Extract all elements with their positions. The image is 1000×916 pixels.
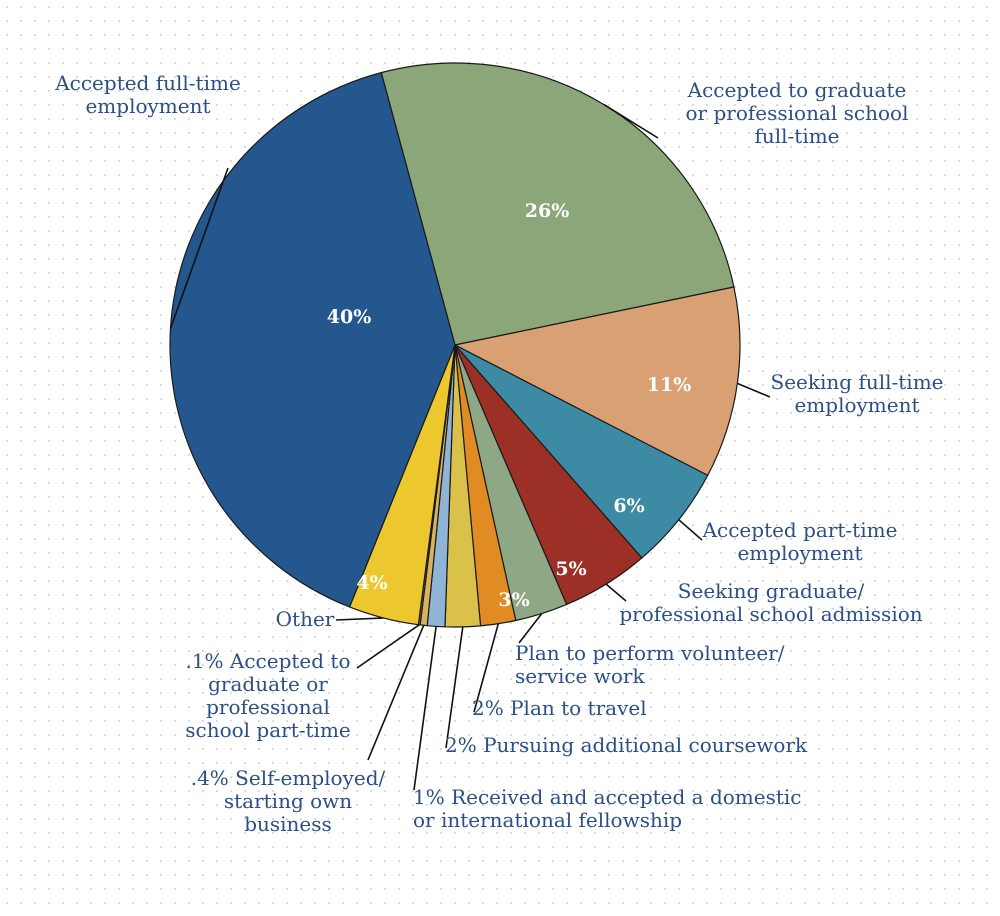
- slice-category-label: Accepted part-time employment: [702, 518, 898, 565]
- slice-percent-label: 40%: [327, 306, 372, 328]
- label-line: service work: [515, 664, 645, 688]
- pie-slices: [169, 62, 741, 628]
- leader-line: [335, 617, 384, 621]
- leader-line: [445, 626, 464, 749]
- label-line: employment: [85, 94, 210, 118]
- slice-category-label: .1% Accepted to graduate or professional sc…: [185, 649, 351, 742]
- slice-percent-label: 11%: [647, 374, 692, 396]
- leader-line: [169, 167, 229, 329]
- leader-line: [736, 382, 771, 398]
- slice-category-label: Other: [276, 607, 335, 631]
- slice-category-label: Accepted to graduate or professional scho…: [686, 78, 909, 148]
- percent-labels: 26% 11% 6% 5% 3% 4% 40%: [327, 200, 692, 611]
- leader-line: [413, 626, 437, 791]
- label-line: graduate or: [208, 672, 328, 696]
- leader-line: [367, 624, 425, 761]
- leader-line: [678, 519, 703, 541]
- label-line: .4% Self-employed/: [191, 766, 386, 790]
- label-line: Plan to perform volunteer/: [515, 641, 785, 665]
- leader-line: [603, 104, 659, 139]
- slice-percent-label: 4%: [356, 572, 387, 594]
- slice-category-label: Seeking full-time employment: [771, 370, 944, 417]
- label-line: Accepted to graduate: [687, 78, 907, 102]
- label-line: or professional school: [686, 101, 909, 125]
- label-line: professional school admission: [619, 602, 922, 626]
- category-labels: Accepted to graduate or professional scho…: [54, 71, 943, 836]
- slice-category-label: Plan to perform volunteer/service work: [515, 641, 785, 688]
- slice-percent-label: 26%: [525, 200, 570, 222]
- slice-category-label: 2% Pursuing additional coursework: [445, 733, 808, 757]
- label-line: business: [244, 812, 332, 836]
- leader-line: [518, 613, 543, 644]
- label-line: 2% Pursuing additional coursework: [445, 733, 808, 757]
- slice-category-label: Accepted full-time employment: [54, 71, 241, 118]
- label-line: Seeking graduate/: [678, 579, 865, 603]
- label-line: 2% Plan to travel: [472, 696, 647, 720]
- label-line: Accepted part-time: [702, 518, 898, 542]
- label-line: Seeking full-time: [771, 370, 944, 394]
- label-line: full-time: [754, 124, 839, 148]
- label-line: school part-time: [185, 718, 351, 742]
- label-line: .1% Accepted to: [185, 649, 350, 673]
- leader-line: [605, 583, 627, 602]
- slice-percent-label: 6%: [613, 495, 644, 517]
- label-line: professional: [206, 695, 330, 719]
- label-line: employment: [737, 541, 862, 565]
- slice-percent-label: 5%: [555, 558, 586, 580]
- label-line: Accepted full-time: [54, 71, 241, 95]
- leader-line: [473, 623, 500, 713]
- label-line: employment: [794, 393, 919, 417]
- slice-percent-label: 3%: [498, 589, 529, 611]
- leader-lines: [169, 104, 771, 791]
- slice-category-label: 1% Received and accepted a domestic or in…: [413, 785, 802, 832]
- slice-category-label: 2% Plan to travel: [472, 696, 647, 720]
- label-line: Other: [276, 607, 335, 631]
- leader-line: [356, 624, 420, 669]
- label-line: 1% Received and accepted a domestic: [413, 785, 802, 809]
- label-line: or international fellowship: [413, 808, 682, 832]
- slice-category-label: .4% Self-employed/starting own business: [191, 766, 386, 836]
- slice-category-label: Seeking graduate/professional school adm…: [619, 579, 922, 626]
- label-line: starting own: [224, 789, 352, 813]
